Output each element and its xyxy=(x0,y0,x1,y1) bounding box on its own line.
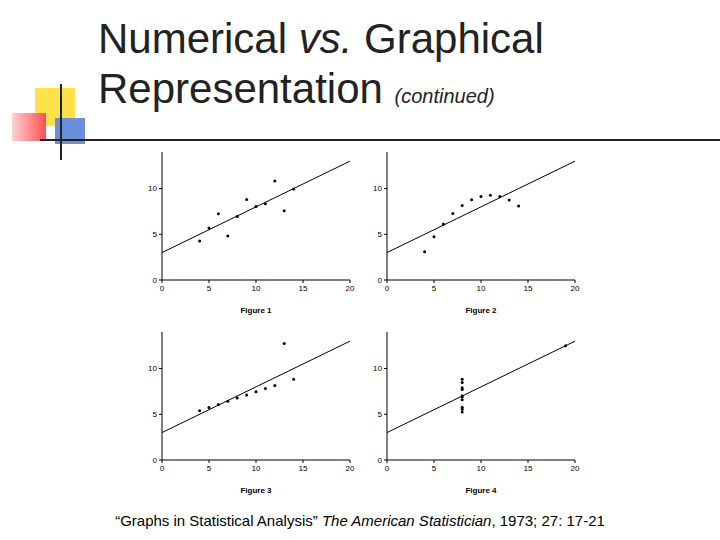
svg-text:15: 15 xyxy=(299,464,308,473)
svg-text:10: 10 xyxy=(148,184,157,193)
svg-text:10: 10 xyxy=(477,464,486,473)
svg-text:5: 5 xyxy=(432,284,437,293)
html-text:(continued): (continued) xyxy=(394,85,495,107)
svg-text:0: 0 xyxy=(153,456,158,465)
svg-text:10: 10 xyxy=(373,184,382,193)
svg-text:5: 5 xyxy=(378,410,383,419)
svg-text:5: 5 xyxy=(207,284,212,293)
svg-text:15: 15 xyxy=(524,284,533,293)
svg-text:0: 0 xyxy=(160,284,165,293)
svg-text:5: 5 xyxy=(432,464,437,473)
svg-text:10: 10 xyxy=(373,364,382,373)
svg-text:10: 10 xyxy=(148,364,157,373)
svg-text:15: 15 xyxy=(524,464,533,473)
html-text:“Graphs in Statistical Analysi: “Graphs in Statistical Analysis” The Ame… xyxy=(115,512,605,529)
svg-text:0: 0 xyxy=(160,464,165,473)
svg-text:0: 0 xyxy=(385,284,390,293)
svg-text:0: 0 xyxy=(378,276,383,285)
html-text:Numerical vs. Graphical: Numerical vs. Graphical xyxy=(98,15,544,62)
svg-text:15: 15 xyxy=(299,284,308,293)
svg-text:20: 20 xyxy=(571,464,580,473)
svg-text:0: 0 xyxy=(378,456,383,465)
svg-text:5: 5 xyxy=(153,410,158,419)
svg-text:20: 20 xyxy=(346,464,355,473)
svg-text:5: 5 xyxy=(378,230,383,239)
html-text:Figure 1: Figure 1 xyxy=(240,306,272,315)
svg-text:5: 5 xyxy=(153,230,158,239)
html-text:Figure 3: Figure 3 xyxy=(240,486,272,495)
svg-text:10: 10 xyxy=(477,284,486,293)
html-text:Figure 2: Figure 2 xyxy=(465,306,497,315)
svg-text:10: 10 xyxy=(252,464,261,473)
svg-text:5: 5 xyxy=(207,464,212,473)
svg-text:20: 20 xyxy=(571,284,580,293)
html-text:Figure 4: Figure 4 xyxy=(465,486,497,495)
html-text:Representation: Representation xyxy=(98,65,383,112)
svg-text:0: 0 xyxy=(153,276,158,285)
svg-text:20: 20 xyxy=(346,284,355,293)
svg-text:10: 10 xyxy=(252,284,261,293)
svg-text:0: 0 xyxy=(385,464,390,473)
